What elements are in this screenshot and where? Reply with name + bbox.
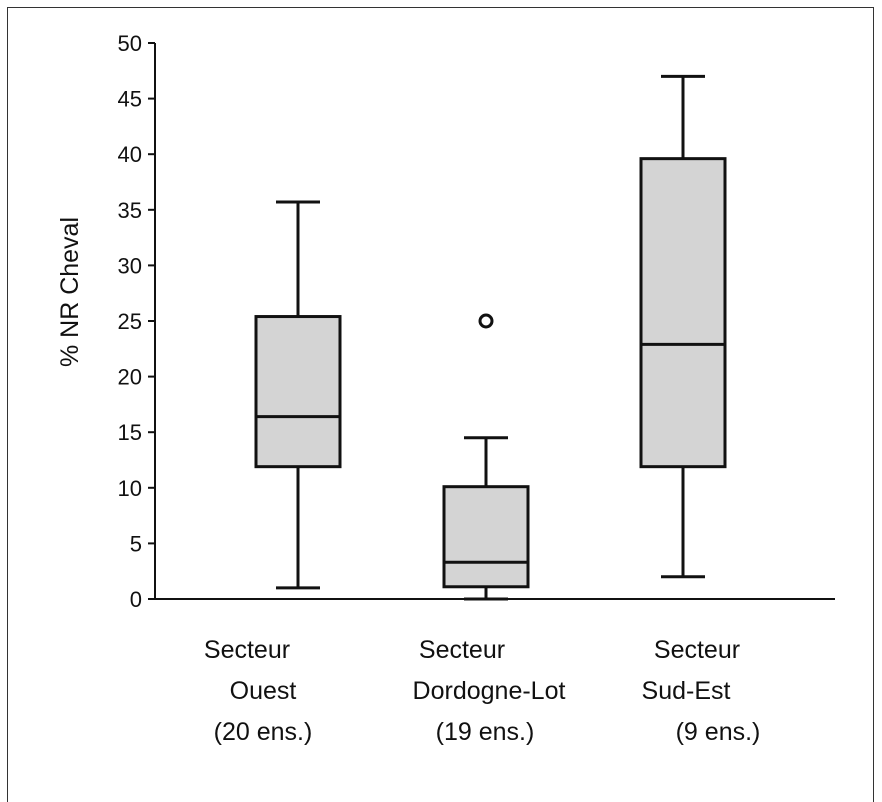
y-tick-label: 40	[118, 142, 142, 167]
category-label-line: Secteur	[654, 636, 740, 664]
y-tick-label: 0	[130, 587, 142, 612]
y-tick-label: 10	[118, 476, 142, 501]
y-tick-label: 45	[118, 87, 142, 112]
y-tick-label: 5	[130, 531, 142, 556]
box	[639, 157, 727, 469]
box-group	[639, 74, 727, 579]
box-group	[254, 200, 342, 590]
y-axis-label: % NR Cheval	[56, 217, 84, 367]
y-tick-label: 15	[118, 420, 142, 445]
category-label-line: Secteur	[204, 636, 290, 664]
y-tick-label: 35	[118, 198, 142, 223]
y-tick-label: 20	[118, 365, 142, 390]
category-label-line: (20 ens.)	[214, 718, 313, 746]
category-label-line: Ouest	[230, 677, 297, 705]
category-label-line: Sud-Est	[642, 677, 731, 705]
category-label-line: (19 ens.)	[436, 718, 535, 746]
category-label-line: Secteur	[419, 636, 505, 664]
category-label-line: Dordogne-Lot	[413, 677, 566, 705]
chart-frame	[7, 7, 874, 802]
outlier-point	[478, 313, 494, 329]
box	[442, 485, 530, 589]
box-series	[254, 74, 727, 601]
y-tick-label: 25	[118, 309, 142, 334]
box-group	[442, 313, 530, 601]
category-labels: Secteur Ouest (20 ens.) Secteur Dordogne-Lot…	[204, 636, 760, 746]
category-label-line: (9 ens.)	[676, 718, 761, 746]
axes: 0 5 10 15 20 25 30 35 40 45 50	[118, 31, 835, 612]
y-tick-label: 30	[118, 253, 142, 278]
box	[254, 315, 342, 469]
y-tick-label: 50	[118, 31, 142, 56]
